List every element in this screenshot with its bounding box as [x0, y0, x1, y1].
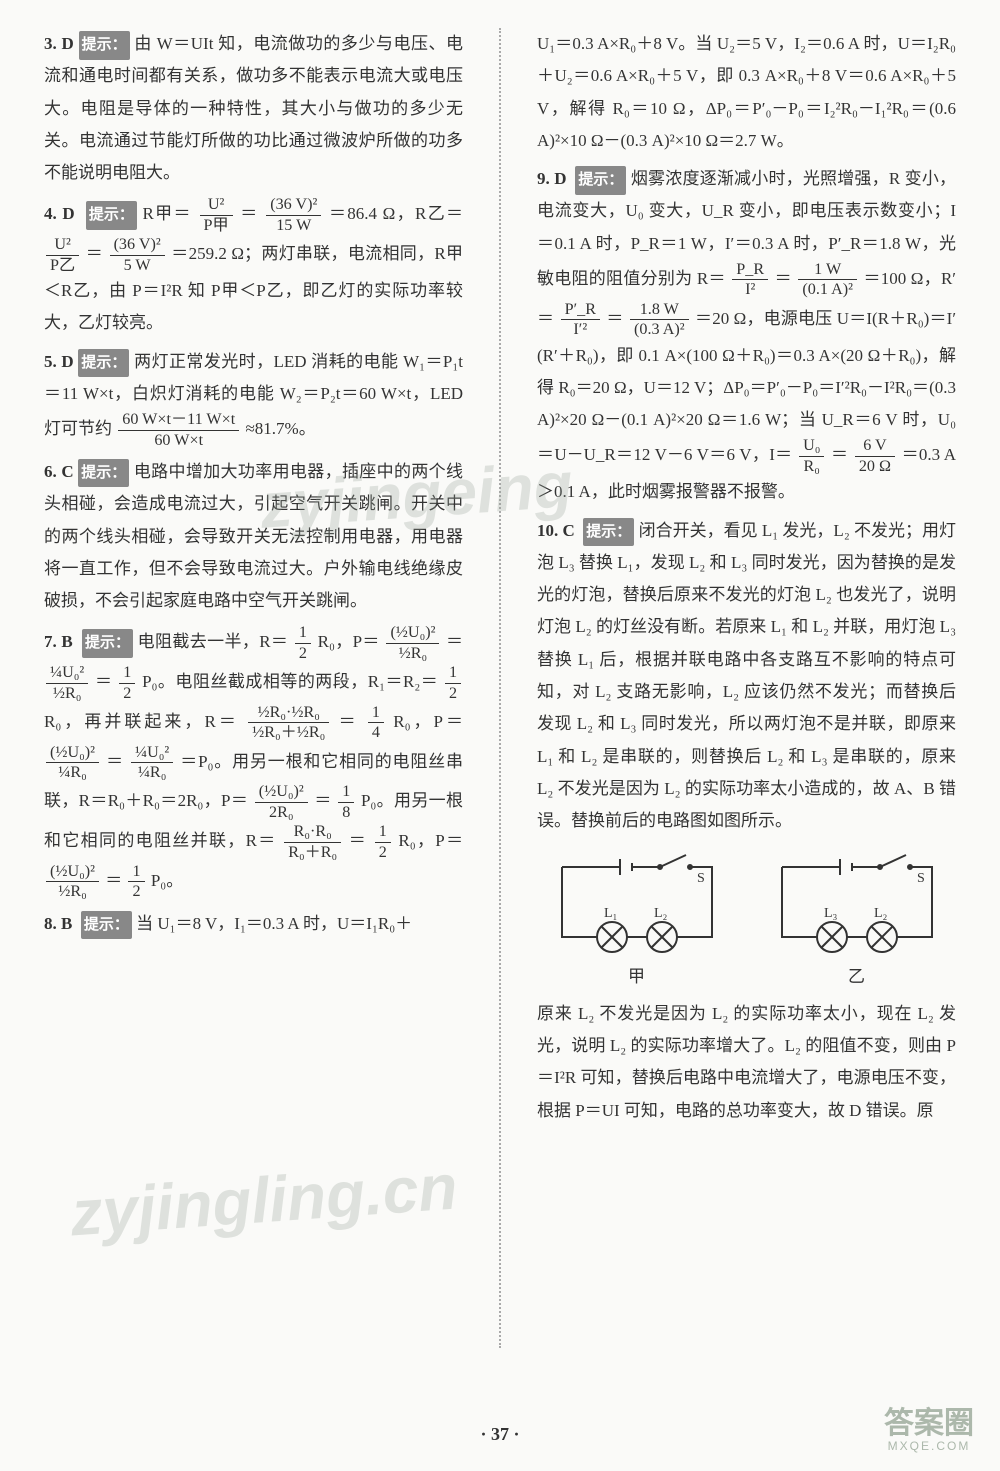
column-divider — [499, 28, 501, 1348]
switch-label: S — [917, 871, 925, 886]
q5-answer: 5. D — [44, 352, 74, 371]
fraction: (½U₀)²¼R₀ — [46, 743, 99, 783]
fraction: 12 — [375, 822, 391, 862]
q8-text: 当 U₁＝8 V，I₁＝0.3 A 时，U＝I₁R₀＋ — [136, 914, 412, 933]
q9: 9. D 提示： 烟雾浓度逐渐减小时，光照增强，R 变小，电流变大，U₀ 变大，… — [537, 163, 956, 508]
q8-continued: U₁＝0.3 A×R₀＋8 V。当 U₂＝5 V，I₂＝0.6 A 时，U＝I₂… — [537, 28, 956, 157]
q10-part2: 原来 L₂ 不发光是因为 L₂ 的实际功率太小，现在 L₂ 发光，说明 L₂ 的… — [537, 998, 956, 1127]
q3-answer: 3. D — [44, 34, 74, 53]
two-column-layout: 3. D 提示： 由 W＝UIt 知，电流做功的多少与电压、电流和通电时间都有关… — [44, 28, 956, 1348]
circuit-jia-label: 甲 — [542, 961, 732, 993]
q4-answer: 4. D — [44, 204, 75, 223]
hint-label: 提示： — [78, 459, 129, 488]
q10-part1: 10. C 提示： 闭合开关，看见 L₁ 发光，L₂ 不发光；用灯泡 L₃ 替换… — [537, 515, 956, 838]
corner-logo: 答案圈 MXQE.COM — [884, 1407, 974, 1453]
q4: 4. D 提示： R甲＝ U²P甲 ＝ (36 V)²15 W ＝86.4 Ω，… — [44, 195, 463, 339]
fraction: (½U₀)²2R₀ — [255, 782, 308, 822]
circuit-yi-svg: S L₃ L₂ — [762, 847, 952, 957]
circuit-jia-svg: S L₁ L₂ — [542, 847, 732, 957]
circuit-jia: S L₁ L₂ 甲 — [542, 847, 732, 993]
right-column: U₁＝0.3 A×R₀＋8 V。当 U₂＝5 V，I₂＝0.6 A 时，U＝I₂… — [537, 28, 956, 1348]
q3: 3. D 提示： 由 W＝UIt 知，电流做功的多少与电压、电流和通电时间都有关… — [44, 28, 463, 189]
fraction: R₀·R₀R₀＋R₀ — [284, 822, 341, 862]
switch-label: S — [697, 871, 705, 886]
q8-answer: 8. B — [44, 914, 72, 933]
hint-label: 提示： — [78, 349, 129, 378]
fraction: 12 — [445, 663, 461, 703]
page-number: · 37 · — [0, 1417, 1000, 1451]
q5: 5. D 提示： 两灯正常发光时，LED 消耗的电能 W₁＝P₁t＝11 W×t… — [44, 346, 463, 450]
hint-label: 提示： — [82, 629, 133, 658]
bulb2-label: L₂ — [874, 906, 888, 921]
circuit-diagrams: S L₁ L₂ 甲 S — [537, 847, 956, 993]
fraction: 6 V20 Ω — [855, 436, 895, 476]
left-column: 3. D 提示： 由 W＝UIt 知，电流做功的多少与电压、电流和通电时间都有关… — [44, 28, 463, 1348]
q6-answer: 6. C — [44, 462, 74, 481]
fraction: 60 W×t－11 W×t60 W×t — [118, 410, 239, 450]
fraction: ½R₀·½R₀½R₀＋½R₀ — [248, 703, 329, 743]
q8: 8. B 提示： 当 U₁＝8 V，I₁＝0.3 A 时，U＝I₁R₀＋ — [44, 908, 463, 940]
logo-sub: MXQE.COM — [884, 1440, 974, 1453]
q10-answer: 10. C — [537, 521, 575, 540]
fraction: 1 W(0.1 A)² — [798, 260, 857, 300]
fraction: 18 — [338, 782, 354, 822]
fraction: 12 — [119, 663, 135, 703]
fraction: U²P乙 — [46, 235, 79, 275]
logo-main: 答案圈 — [884, 1407, 974, 1440]
fraction: U₀R₀ — [799, 436, 824, 476]
hint-label: 提示： — [86, 201, 137, 230]
fraction: ¼U₀²½R₀ — [46, 663, 88, 703]
fraction: 14 — [368, 703, 384, 743]
q7: 7. B 提示： 电阻截去一半，R＝ 12 R₀，P＝ (½U₀)²½R₀ ＝ … — [44, 623, 463, 901]
hint-label: 提示： — [575, 166, 626, 195]
fraction: 1.8 W(0.3 A)² — [630, 300, 689, 340]
hint-label: 提示： — [583, 518, 634, 547]
circuit-yi-label: 乙 — [762, 961, 952, 993]
q6: 6. C 提示： 电路中增加大功率用电器，插座中的两个线头相碰，会造成电流过大，… — [44, 456, 463, 617]
fraction: (½U₀)²½R₀ — [386, 623, 439, 663]
hint-label: 提示： — [79, 31, 130, 60]
fraction: 12 — [295, 623, 311, 663]
bulb1-label: L₁ — [604, 906, 617, 921]
fraction: 12 — [128, 862, 144, 902]
fraction: P′_RI′² — [561, 300, 600, 340]
q9-answer: 9. D — [537, 169, 566, 188]
fraction: (½U₀)²½R₀ — [46, 862, 99, 902]
circuit-yi: S L₃ L₂ 乙 — [762, 847, 952, 993]
hint-label: 提示： — [81, 911, 132, 940]
bulb2-label: L₂ — [654, 906, 668, 921]
fraction: (36 V)²15 W — [266, 195, 321, 235]
fraction: (36 V)²5 W — [110, 235, 165, 275]
fraction: P_RI² — [732, 260, 768, 300]
bulb1-label: L₃ — [824, 906, 838, 921]
fraction: U²P甲 — [200, 195, 233, 235]
fraction: ¼U₀²¼R₀ — [131, 743, 173, 783]
q7-answer: 7. B — [44, 632, 73, 651]
